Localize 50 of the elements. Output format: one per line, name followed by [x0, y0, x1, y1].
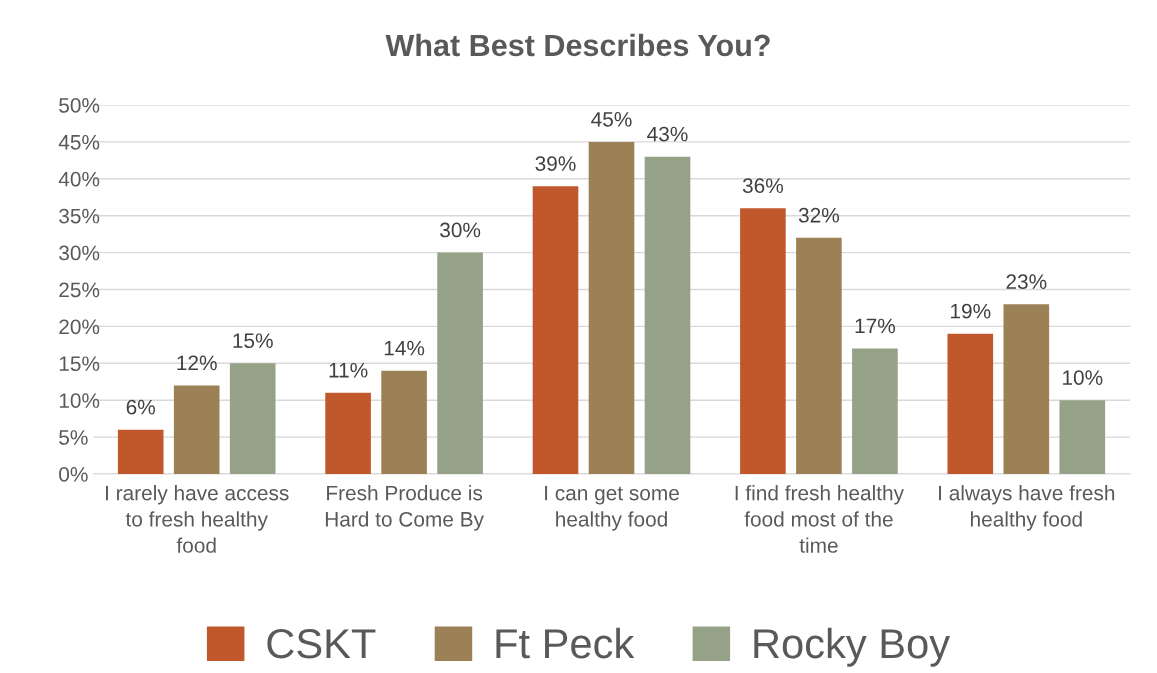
data-label: 45%	[591, 112, 632, 127]
y-tick-label: 35%	[59, 208, 100, 224]
bar	[588, 141, 635, 474]
data-label: 14%	[384, 340, 425, 356]
legend-label: Rocky Boy	[754, 627, 950, 667]
bar	[796, 237, 842, 474]
x-tick-label: Fresh Produce is Hard to Come By	[325, 485, 484, 531]
bar	[117, 429, 164, 474]
y-tick-label: 20%	[59, 319, 100, 335]
bar	[644, 156, 691, 474]
data-label: 6%	[126, 399, 156, 415]
data-label: 43%	[647, 126, 688, 142]
bar	[852, 348, 898, 474]
data-label: 30%	[440, 222, 481, 238]
y-tick-label: 10%	[59, 393, 100, 408]
y-tick-label: 25%	[59, 282, 100, 298]
legend-label: Ft Peck	[496, 627, 635, 659]
bar	[381, 370, 427, 474]
data-label: 17%	[855, 318, 896, 334]
data-label: 19%	[951, 303, 991, 319]
data-label: 36%	[742, 178, 784, 194]
bar	[532, 186, 579, 474]
bar	[1059, 400, 1106, 474]
y-tick-label: 15%	[59, 356, 100, 372]
y-tick-label: 0%	[59, 467, 88, 482]
x-tick-label: I find fresh healthy food most of the time	[735, 485, 904, 553]
data-label: 32%	[798, 207, 840, 223]
bar	[325, 392, 371, 474]
y-tick-label: 30%	[59, 245, 100, 261]
data-label: 10%	[1063, 370, 1103, 385]
bar	[229, 363, 276, 474]
data-label: 23%	[1006, 274, 1047, 290]
bar	[173, 385, 220, 474]
y-tick-label: 45%	[58, 134, 100, 150]
data-label: 11%	[329, 362, 368, 378]
data-label: 39%	[535, 156, 576, 171]
x-tick-label: I rarely have access to fresh healthy food	[106, 485, 289, 553]
bar	[1003, 304, 1050, 474]
data-label: 15%	[233, 333, 273, 349]
x-tick-label: I can get some healthy food	[545, 485, 679, 531]
y-tick-label: 40%	[58, 171, 100, 187]
x-tick-label: I always have fresh healthy food	[939, 485, 1115, 531]
y-tick-label: 5%	[59, 430, 88, 445]
bar	[947, 333, 994, 474]
legend-label: CSKT	[267, 628, 376, 659]
chart-title: What Best Describes You?	[385, 33, 770, 57]
data-label: 12%	[177, 355, 217, 371]
y-tick-label: 50%	[59, 98, 100, 113]
bar	[740, 208, 786, 474]
bar	[437, 252, 483, 474]
